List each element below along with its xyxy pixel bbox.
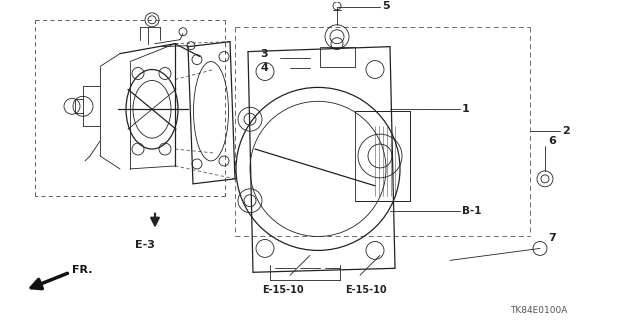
- Text: E-15-10: E-15-10: [262, 285, 303, 295]
- Text: 1: 1: [462, 104, 470, 114]
- Text: 7: 7: [548, 234, 556, 244]
- Text: 5: 5: [382, 1, 390, 11]
- Bar: [355, 111, 410, 201]
- Text: 2: 2: [562, 126, 570, 136]
- Text: B-1: B-1: [462, 206, 481, 216]
- Text: TK84E0100A: TK84E0100A: [510, 306, 568, 315]
- Bar: [320, 47, 355, 67]
- Text: 3: 3: [260, 49, 268, 59]
- Text: E-15-10: E-15-10: [345, 285, 387, 295]
- Text: FR.: FR.: [72, 265, 93, 275]
- Text: 4: 4: [260, 62, 268, 73]
- Text: 6: 6: [548, 136, 556, 146]
- Text: E-3: E-3: [135, 240, 155, 251]
